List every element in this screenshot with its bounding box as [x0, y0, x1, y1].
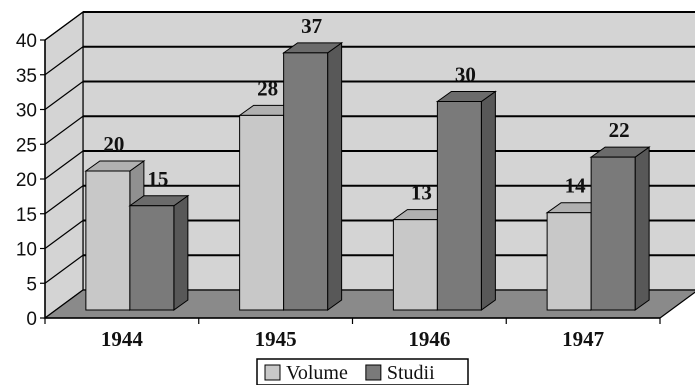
gridline-side: [44, 254, 84, 284]
data-label: 30: [455, 63, 476, 87]
x-tick-label: 1947: [562, 327, 604, 351]
bar: [85, 170, 131, 311]
y-tick-label: 5: [26, 274, 37, 295]
y-tick-label: 35: [16, 66, 37, 87]
bar: [283, 52, 329, 311]
data-label: 20: [103, 132, 124, 156]
bar: [392, 219, 438, 311]
data-label: 14: [565, 174, 587, 198]
gridline-side: [44, 220, 84, 249]
data-label: 22: [609, 118, 630, 142]
gridline-side: [44, 81, 84, 110]
bar-side: [327, 41, 343, 311]
gridline-side: [44, 185, 84, 215]
bars-group: [84, 41, 651, 311]
y-tick-label: 15: [16, 205, 37, 226]
bar: [546, 212, 592, 311]
bar-side: [634, 146, 650, 311]
legend: Volume Studii: [256, 358, 469, 385]
bar: [590, 156, 636, 311]
y-tick-label: 30: [16, 101, 37, 122]
y-tick-label: 20: [16, 170, 37, 191]
legend-label: Studii: [387, 362, 435, 384]
bar-side: [173, 194, 189, 311]
x-tick-label: 1946: [408, 327, 450, 351]
y-tick-label: 25: [16, 135, 37, 156]
x-tick-label: 1945: [255, 327, 297, 351]
bar-side: [480, 90, 496, 311]
y-tick-label: 40: [16, 31, 37, 52]
gridline-side: [44, 11, 84, 41]
gridline-side: [44, 150, 84, 180]
x-axis-group: 1944 1945 1946 1947: [44, 317, 661, 351]
data-label: 15: [147, 167, 168, 191]
legend-swatch: [365, 364, 382, 381]
bar: [239, 114, 285, 311]
bar: [436, 101, 482, 311]
gridline-side: [44, 115, 84, 145]
y-tick-label: 10: [16, 240, 37, 261]
data-label: 28: [257, 76, 278, 100]
bar: [129, 205, 175, 311]
data-label: 37: [301, 14, 322, 38]
y-tick-label: 0: [26, 309, 37, 330]
data-labels-group: 20 15 28 37 13 30 14 22: [103, 14, 629, 205]
x-tick-label: 1944: [101, 327, 144, 351]
legend-swatch: [264, 364, 281, 381]
legend-box: [256, 358, 469, 385]
y-axis-group: 0 5 10 15 20 25 30 35 40: [16, 31, 46, 330]
legend-label: Volume: [286, 362, 348, 384]
gridline-side: [44, 46, 84, 76]
data-label: 13: [411, 181, 432, 205]
